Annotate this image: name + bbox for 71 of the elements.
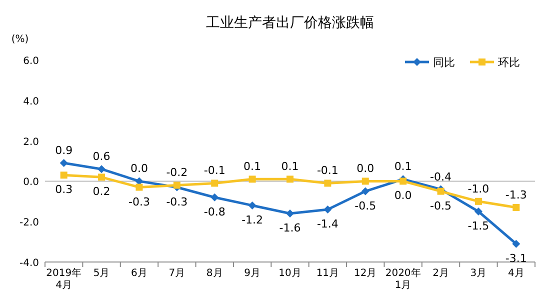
- point: [512, 240, 520, 248]
- data-label: -3.1: [505, 252, 527, 265]
- point: [211, 180, 218, 187]
- y-axis-title: (%): [11, 34, 29, 45]
- data-label: 0.1: [281, 160, 299, 174]
- data-label: -1.3: [505, 188, 527, 202]
- data-label: -0.5: [354, 199, 376, 212]
- x-tick-label: 5月: [93, 268, 110, 279]
- point: [136, 184, 143, 191]
- data-label: -0.2: [166, 166, 188, 180]
- x-tick-label: 4月: [508, 268, 524, 279]
- y-tick-label: 0.0: [23, 177, 39, 188]
- data-label: 0.6: [92, 150, 110, 164]
- legend-label: 环比: [498, 56, 520, 69]
- data-label: -0.3: [128, 195, 150, 208]
- point: [474, 198, 482, 205]
- data-label: -0.4: [430, 170, 452, 184]
- point: [286, 210, 294, 218]
- data-label: 0.9: [55, 144, 73, 158]
- data-label: -1.5: [468, 220, 490, 232]
- point: [362, 178, 369, 185]
- y-tick-label: -4.0: [19, 258, 39, 269]
- data-label: -1.6: [279, 222, 301, 235]
- data-label: -0.3: [166, 195, 188, 208]
- data-label: 0.2: [92, 185, 110, 198]
- legend-label: 同比: [433, 56, 455, 69]
- x-tick-label: 2月: [432, 268, 449, 279]
- point: [248, 176, 256, 183]
- y-tick-label: 2.0: [23, 136, 39, 148]
- point: [324, 205, 332, 214]
- y-tick-label: 6.0: [23, 56, 39, 67]
- point: [60, 172, 68, 179]
- data-label: -0.1: [316, 164, 338, 178]
- x-tick-label: 2020年 1月: [385, 267, 421, 291]
- x-tick-label: 11月: [316, 268, 340, 279]
- point: [248, 201, 256, 210]
- point: [400, 178, 407, 185]
- x-tick-label: 8月: [206, 268, 223, 279]
- point: [512, 204, 520, 211]
- point: [437, 188, 444, 195]
- x-tick-label: 12月: [354, 268, 377, 279]
- point: [98, 165, 106, 174]
- point: [173, 182, 180, 189]
- point: [98, 174, 106, 181]
- data-label: -0.1: [204, 164, 226, 178]
- point: [361, 187, 370, 196]
- y-tick-label: 4.0: [23, 96, 39, 108]
- data-label: -0.5: [430, 199, 452, 212]
- data-label: 0.0: [356, 162, 374, 176]
- x-tick-label: 3月: [470, 268, 487, 279]
- x-tick-label: 9月: [244, 268, 260, 279]
- data-label: -0.8: [204, 205, 226, 218]
- x-tick-label: 6月: [131, 268, 148, 279]
- data-label: 0.1: [244, 160, 262, 174]
- point: [210, 193, 219, 202]
- point: [474, 208, 482, 216]
- x-tick-label: 7月: [168, 268, 186, 279]
- data-label: -1.0: [468, 182, 490, 196]
- x-tick-label: 10月: [278, 268, 302, 279]
- point: [324, 180, 332, 187]
- data-label: 0.0: [394, 189, 412, 202]
- data-label: 0.3: [55, 183, 73, 196]
- data-label: -1.4: [316, 217, 338, 230]
- data-label: -1.2: [242, 213, 264, 226]
- x-tick-label: 2019年 4月: [46, 267, 82, 291]
- point: [286, 176, 294, 183]
- data-label: 0.1: [394, 160, 412, 174]
- point: [60, 159, 68, 168]
- y-tick-label: -2.0: [19, 218, 39, 229]
- chart-title: 工业生产者出厂价格涨跌幅: [206, 15, 374, 31]
- data-label: 0.0: [130, 162, 148, 176]
